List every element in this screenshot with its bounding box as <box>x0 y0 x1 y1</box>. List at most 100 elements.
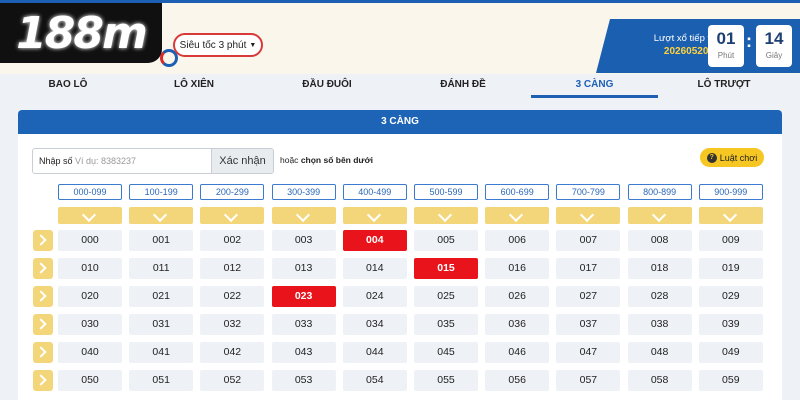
number-cell[interactable]: 047 <box>556 342 621 363</box>
chevron-down-icon[interactable] <box>627 207 692 224</box>
countdown-seconds-value: 14 <box>764 29 784 48</box>
number-cell[interactable]: 031 <box>129 314 194 335</box>
number-cell[interactable]: 008 <box>627 230 692 251</box>
number-cell[interactable]: 015 <box>414 258 478 279</box>
brand-logo[interactable]: 188m <box>0 3 162 63</box>
number-cell[interactable]: 025 <box>414 286 478 307</box>
number-cell[interactable]: 040 <box>58 342 122 363</box>
chevron-down-icon[interactable] <box>414 207 478 224</box>
number-cell[interactable]: 002 <box>200 230 265 251</box>
number-cell[interactable]: 054 <box>342 370 407 391</box>
chevron-down-icon[interactable] <box>271 207 336 224</box>
number-cell[interactable]: 030 <box>58 314 122 335</box>
number-cell[interactable]: 039 <box>698 314 763 335</box>
number-cell[interactable]: 004 <box>342 230 407 251</box>
number-cell[interactable]: 042 <box>200 342 265 363</box>
number-cell[interactable]: 053 <box>271 370 336 391</box>
number-cell[interactable]: 034 <box>342 314 407 335</box>
number-cell[interactable]: 010 <box>58 258 122 279</box>
countdown-minutes-value: 01 <box>716 29 736 48</box>
tab-3-cang[interactable]: 3 CÀNG <box>531 74 658 98</box>
number-cell[interactable]: 049 <box>698 342 763 363</box>
number-cell[interactable]: 036 <box>485 314 550 335</box>
number-cell[interactable]: 056 <box>485 370 550 391</box>
range-button-300-399[interactable]: 300-399 <box>271 184 336 200</box>
number-cell[interactable]: 016 <box>485 258 550 279</box>
number-cell[interactable]: 029 <box>698 286 763 307</box>
number-cell[interactable]: 059 <box>698 370 763 391</box>
number-cell[interactable]: 046 <box>485 342 550 363</box>
chevron-down-icon[interactable] <box>342 207 407 224</box>
chevron-down-icon[interactable] <box>556 207 621 224</box>
number-cell[interactable]: 013 <box>271 258 336 279</box>
number-input[interactable] <box>75 152 205 170</box>
chevron-right-icon[interactable] <box>33 314 53 335</box>
number-cell[interactable]: 000 <box>58 230 122 251</box>
number-cell[interactable]: 044 <box>342 342 407 363</box>
chevron-down-icon[interactable] <box>129 207 194 224</box>
chevron-down-icon[interactable] <box>58 207 122 224</box>
tab-dau-duoi[interactable]: ĐẦU ĐUÔI <box>302 79 352 90</box>
number-cell[interactable]: 058 <box>627 370 692 391</box>
number-cell[interactable]: 011 <box>129 258 194 279</box>
tab-danh-de[interactable]: ĐÁNH ĐỀ <box>440 79 486 90</box>
speed-select[interactable]: Siêu tốc 3 phút ▼ <box>173 33 263 57</box>
range-button-000-099[interactable]: 000-099 <box>58 184 122 200</box>
range-button-800-899[interactable]: 800-899 <box>627 184 692 200</box>
number-cell[interactable]: 023 <box>271 286 336 307</box>
number-cell[interactable]: 038 <box>627 314 692 335</box>
range-button-500-599[interactable]: 500-599 <box>414 184 478 200</box>
number-cell[interactable]: 041 <box>129 342 194 363</box>
number-cell[interactable]: 052 <box>200 370 265 391</box>
number-cell[interactable]: 057 <box>556 370 621 391</box>
tab-lo-xien[interactable]: LÔ XIÊN <box>173 79 214 90</box>
number-cell[interactable]: 022 <box>200 286 265 307</box>
number-cell[interactable]: 021 <box>129 286 194 307</box>
number-cell[interactable]: 035 <box>414 314 478 335</box>
number-cell[interactable]: 051 <box>129 370 194 391</box>
number-cell[interactable]: 043 <box>271 342 336 363</box>
range-button-900-999[interactable]: 900-999 <box>698 184 763 200</box>
number-cell[interactable]: 020 <box>58 286 122 307</box>
range-button-600-699[interactable]: 600-699 <box>485 184 550 200</box>
number-cell[interactable]: 012 <box>200 258 265 279</box>
tab-lo-truot[interactable]: LÔ TRƯỢT <box>697 79 751 90</box>
number-cell[interactable]: 001 <box>129 230 194 251</box>
range-button-700-799[interactable]: 700-799 <box>556 184 621 200</box>
range-button-100-199[interactable]: 100-199 <box>129 184 194 200</box>
number-cell[interactable]: 033 <box>271 314 336 335</box>
chevron-right-icon[interactable] <box>33 286 53 307</box>
number-cell[interactable]: 026 <box>485 286 550 307</box>
rules-button[interactable]: ? Luật chơi <box>700 148 764 167</box>
number-cell[interactable]: 045 <box>414 342 478 363</box>
number-cell[interactable]: 048 <box>627 342 692 363</box>
range-button-200-299[interactable]: 200-299 <box>200 184 265 200</box>
number-cell[interactable]: 055 <box>414 370 478 391</box>
chevron-down-icon[interactable] <box>698 207 763 224</box>
chevron-right-icon[interactable] <box>33 342 53 363</box>
chevron-down-icon[interactable] <box>485 207 550 224</box>
number-cell[interactable]: 032 <box>200 314 265 335</box>
number-cell[interactable]: 005 <box>414 230 478 251</box>
number-cell[interactable]: 017 <box>556 258 621 279</box>
number-cell[interactable]: 007 <box>556 230 621 251</box>
number-cell[interactable]: 024 <box>342 286 407 307</box>
chevron-down-icon[interactable] <box>200 207 265 224</box>
number-cell[interactable]: 028 <box>627 286 692 307</box>
tab-bao-lo[interactable]: BAO LÔ <box>48 79 88 90</box>
chevron-right-icon[interactable] <box>33 258 53 279</box>
chevron-right-icon[interactable] <box>33 370 53 391</box>
number-cell[interactable]: 019 <box>698 258 763 279</box>
number-cell[interactable]: 014 <box>342 258 407 279</box>
speed-select-label: Siêu tốc 3 phút <box>179 39 247 51</box>
chevron-right-icon[interactable] <box>33 230 53 251</box>
number-cell[interactable]: 009 <box>698 230 763 251</box>
range-button-400-499[interactable]: 400-499 <box>342 184 407 200</box>
number-cell[interactable]: 018 <box>627 258 692 279</box>
number-cell[interactable]: 006 <box>485 230 550 251</box>
number-cell[interactable]: 003 <box>271 230 336 251</box>
number-cell[interactable]: 027 <box>556 286 621 307</box>
confirm-button[interactable]: Xác nhận <box>211 149 273 173</box>
number-cell[interactable]: 037 <box>556 314 621 335</box>
number-cell[interactable]: 050 <box>58 370 122 391</box>
